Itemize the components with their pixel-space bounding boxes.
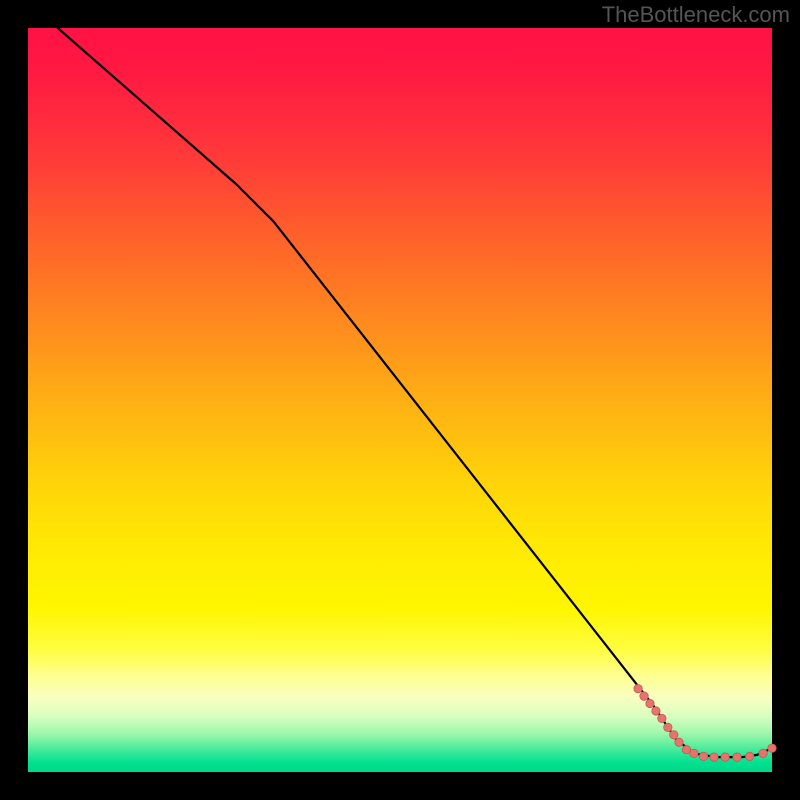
data-marker	[759, 749, 767, 757]
data-marker	[664, 723, 672, 731]
data-marker	[675, 738, 683, 746]
data-marker	[658, 714, 666, 722]
watermark-text: TheBottleneck.com	[602, 2, 790, 28]
plot-background	[28, 28, 772, 772]
data-marker	[690, 749, 698, 757]
data-marker	[710, 753, 718, 761]
data-marker	[640, 692, 648, 700]
data-marker	[670, 731, 678, 739]
data-marker	[634, 684, 642, 692]
data-marker	[652, 707, 660, 715]
data-marker	[721, 753, 729, 761]
data-marker	[733, 753, 741, 761]
bottleneck-chart	[0, 0, 800, 800]
data-marker	[745, 752, 753, 760]
data-marker	[646, 699, 654, 707]
data-marker	[699, 752, 707, 760]
data-marker	[768, 744, 776, 752]
